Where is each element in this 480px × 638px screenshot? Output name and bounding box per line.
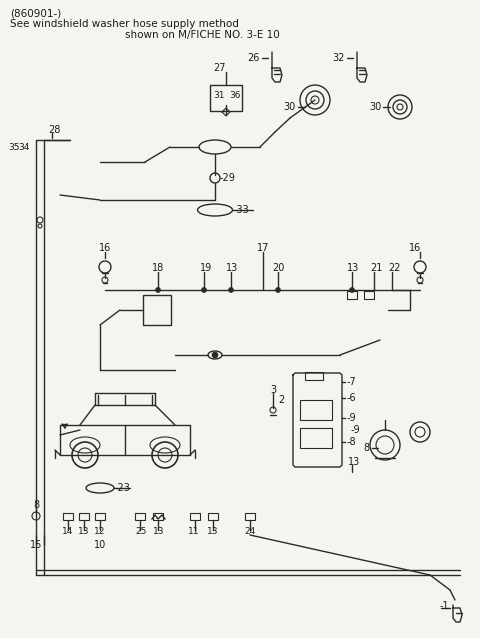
Text: -1: -1 (440, 601, 450, 611)
Text: 16: 16 (99, 243, 111, 253)
Text: 21: 21 (370, 263, 383, 273)
Text: 14: 14 (62, 528, 73, 537)
Circle shape (349, 288, 355, 292)
Text: 36: 36 (229, 91, 240, 101)
Text: 13: 13 (78, 528, 89, 537)
Text: 2: 2 (278, 395, 284, 405)
Text: 17: 17 (257, 243, 269, 253)
Text: -6: -6 (347, 393, 357, 403)
Text: 20: 20 (272, 263, 284, 273)
Text: 34: 34 (18, 144, 29, 152)
Text: 18: 18 (152, 263, 164, 273)
Text: See windshield washer hose supply method: See windshield washer hose supply method (10, 19, 239, 29)
Text: 8: 8 (364, 443, 370, 453)
Text: 13: 13 (348, 457, 360, 467)
Text: -33: -33 (234, 205, 250, 215)
Text: 12: 12 (94, 528, 106, 537)
Bar (210, 85, 242, 111)
Bar (300, 428, 332, 448)
Text: -9: -9 (347, 413, 357, 423)
Text: 13: 13 (226, 263, 238, 273)
Text: 8: 8 (33, 500, 39, 510)
Circle shape (276, 288, 280, 292)
Text: -9: -9 (350, 425, 360, 435)
Text: 25: 25 (135, 528, 146, 537)
Text: 16: 16 (409, 243, 421, 253)
Text: 13: 13 (347, 263, 359, 273)
Text: 27: 27 (214, 63, 226, 73)
Text: 28: 28 (48, 125, 60, 135)
Bar (364, 291, 374, 299)
Circle shape (212, 352, 218, 358)
Bar (63, 513, 73, 520)
Bar (135, 513, 145, 520)
Bar (79, 513, 89, 520)
Text: 35: 35 (8, 144, 20, 152)
Bar (208, 513, 218, 520)
Text: -29: -29 (220, 173, 236, 183)
Bar (153, 513, 163, 520)
Text: 11: 11 (188, 528, 200, 537)
Text: 15: 15 (30, 540, 42, 550)
Circle shape (228, 288, 233, 292)
Ellipse shape (86, 483, 114, 493)
Text: 19: 19 (200, 263, 212, 273)
Text: 13: 13 (153, 528, 165, 537)
Text: 31: 31 (213, 91, 225, 101)
Text: 32: 32 (333, 53, 345, 63)
Bar (245, 513, 255, 520)
Bar (95, 513, 105, 520)
Bar (305, 372, 323, 380)
Text: -8: -8 (347, 437, 357, 447)
Text: 3: 3 (270, 385, 276, 395)
Bar (347, 291, 357, 299)
Text: -7: -7 (347, 377, 357, 387)
Circle shape (156, 288, 160, 292)
Text: -23: -23 (115, 483, 131, 493)
Text: shown on M/FICHE NO. 3-E 10: shown on M/FICHE NO. 3-E 10 (125, 30, 280, 40)
Bar (143, 295, 171, 325)
Text: 30: 30 (370, 102, 382, 112)
Text: 22: 22 (388, 263, 400, 273)
Text: 13: 13 (207, 528, 218, 537)
Text: 26: 26 (248, 53, 260, 63)
Ellipse shape (197, 204, 232, 216)
Text: 30: 30 (284, 102, 296, 112)
Text: (860901-): (860901-) (10, 8, 61, 18)
Bar (300, 400, 332, 420)
Circle shape (202, 288, 206, 292)
Bar (190, 513, 200, 520)
Text: 24: 24 (244, 528, 255, 537)
Text: 10: 10 (94, 540, 106, 550)
